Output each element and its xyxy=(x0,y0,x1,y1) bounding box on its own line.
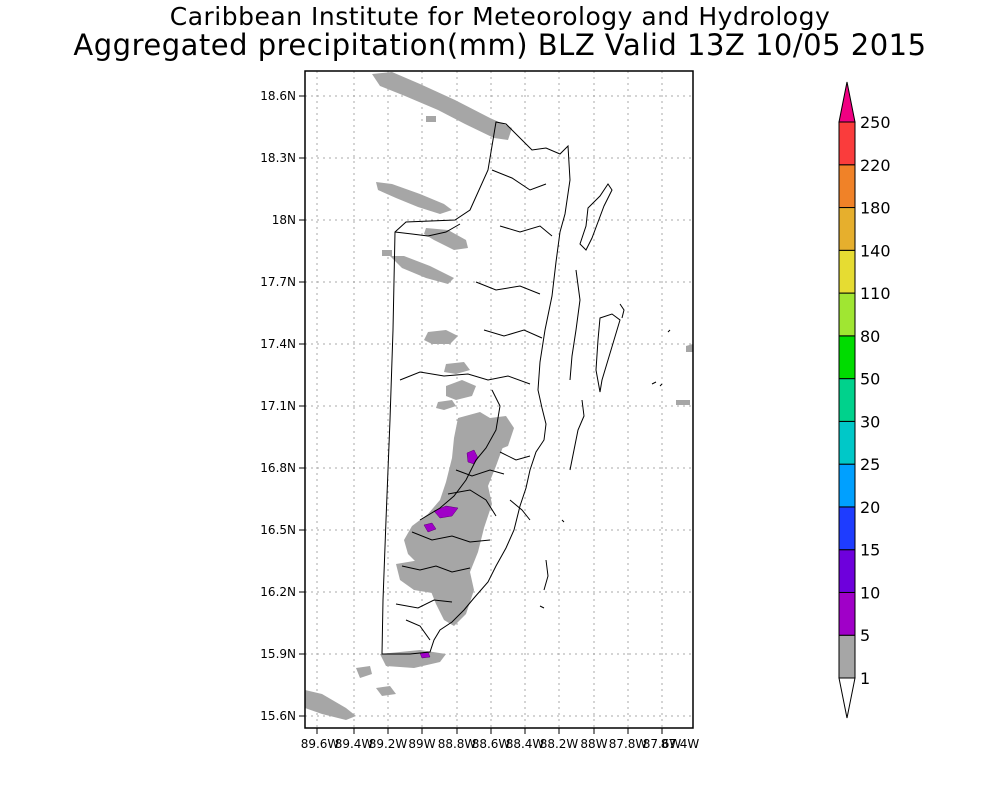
colorbar-segment xyxy=(838,506,856,551)
colorbar-segment xyxy=(838,463,856,508)
lat-label: 15.6N xyxy=(260,709,296,723)
lon-label: 89.6W xyxy=(301,737,340,751)
precip-1-5mm xyxy=(305,72,693,720)
colorbar-segment xyxy=(838,164,856,209)
colorbar-segment xyxy=(838,292,856,337)
lon-label: 87.6W xyxy=(643,737,682,751)
lon-ticks xyxy=(316,728,663,734)
colorbar-under-arrow xyxy=(838,677,856,719)
institute-title: Caribbean Institute for Meteorology and … xyxy=(169,2,831,31)
colorbar-label: 5 xyxy=(860,626,870,645)
colorbar-segments xyxy=(838,81,856,719)
colorbar-segment xyxy=(838,634,856,679)
lon-label: 87.4W xyxy=(661,737,700,751)
colorbar-label: 25 xyxy=(860,455,880,474)
lon-label: 89W xyxy=(408,737,435,751)
colorbar-label: 10 xyxy=(860,583,880,602)
lat-label: 16.8N xyxy=(260,461,296,475)
colorbar-segment xyxy=(838,549,856,593)
colorbar-label: 50 xyxy=(860,370,880,389)
lon-label: 88.2W xyxy=(540,737,579,751)
colorbar-label: 140 xyxy=(860,241,891,260)
lat-label: 16.2N xyxy=(260,585,296,599)
colorbar-segment xyxy=(838,591,856,636)
map-area xyxy=(305,71,693,728)
lat-label: 15.9N xyxy=(260,647,296,661)
lat-label: 18N xyxy=(272,213,296,227)
country-borders xyxy=(381,121,571,655)
colorbar-segment xyxy=(838,207,856,251)
colorbar-label: 110 xyxy=(860,284,891,303)
colorbar-over-arrow xyxy=(838,81,856,123)
lon-label: 89.4W xyxy=(335,737,374,751)
colorbar-segment xyxy=(838,420,856,465)
colorbar-label: 20 xyxy=(860,498,880,517)
lon-label: 89.2W xyxy=(369,737,408,751)
colorbar-label: 180 xyxy=(860,199,891,218)
lon-label: 88W xyxy=(580,737,607,751)
cayes-islands xyxy=(539,183,671,609)
colorbar-label: 220 xyxy=(860,156,891,175)
lon-label: 87.8W xyxy=(609,737,648,751)
colorbar-segment xyxy=(838,249,856,294)
map-frame xyxy=(304,70,694,729)
colorbar-label: 80 xyxy=(860,327,880,346)
colorbar-label: 15 xyxy=(860,541,880,560)
lon-labels: 89.6W 89.4W 89.2W 89W 88.8W 88.6W 88.4W … xyxy=(301,737,700,751)
lon-label: 88.4W xyxy=(506,737,545,751)
lon-label: 88.8W xyxy=(438,737,477,751)
lat-label: 18.6N xyxy=(260,89,296,103)
colorbar-label: 1 xyxy=(860,669,870,688)
lat-label: 17.7N xyxy=(260,275,296,289)
lat-label: 17.4N xyxy=(260,337,296,351)
lon-label: 88.6W xyxy=(472,737,511,751)
colorbar-label: 30 xyxy=(860,412,880,431)
lat-label: 16.5N xyxy=(260,523,296,537)
colorbar-label: 250 xyxy=(860,113,891,132)
product-title: Aggregated precipitation(mm) BLZ Valid 1… xyxy=(73,28,927,62)
lat-ticks xyxy=(299,95,305,717)
colorbar-segment xyxy=(838,335,856,380)
colorbar-segment xyxy=(838,121,856,166)
lat-labels: 18.6N 18.3N 18N 17.7N 17.4N 17.1N 16.8N … xyxy=(260,89,296,723)
colorbar-segment xyxy=(838,378,856,422)
lat-label: 18.3N xyxy=(260,151,296,165)
lat-label: 17.1N xyxy=(260,399,296,413)
